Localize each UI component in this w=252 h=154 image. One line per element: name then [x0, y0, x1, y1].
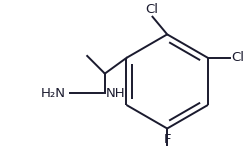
Text: Cl: Cl [231, 51, 243, 64]
Text: NH: NH [105, 87, 125, 100]
Text: Cl: Cl [144, 3, 158, 16]
Text: F: F [163, 133, 170, 146]
Text: H₂N: H₂N [41, 87, 65, 100]
